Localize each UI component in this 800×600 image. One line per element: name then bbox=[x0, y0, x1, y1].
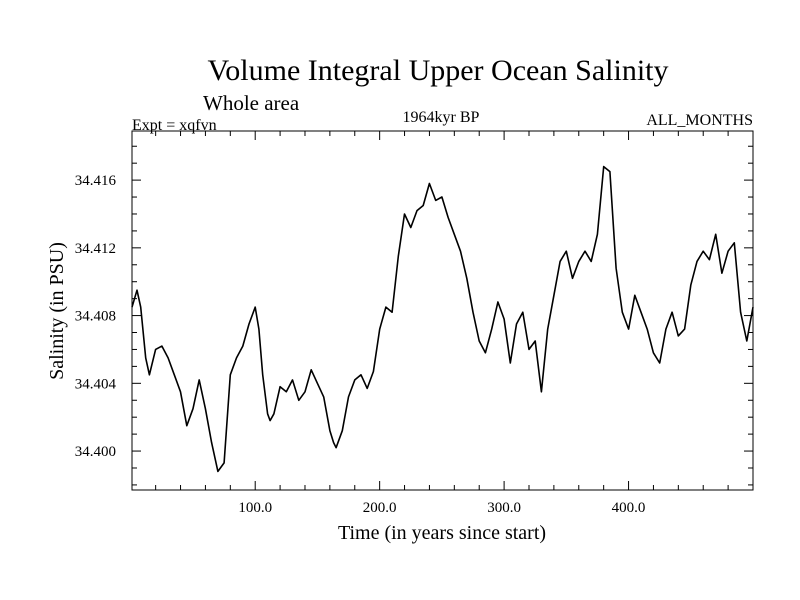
axis-ticks bbox=[132, 131, 753, 490]
x-tick-label: 300.0 bbox=[487, 500, 521, 516]
y-axis-label: Salinity (in PSU) bbox=[46, 242, 68, 380]
chart-title: Volume Integral Upper Ocean Salinity bbox=[208, 54, 669, 87]
experiment-label: Expt = xqfvn bbox=[132, 117, 217, 134]
months-label: ALL_MONTHS bbox=[646, 112, 753, 129]
y-tick-label: 34.412 bbox=[75, 241, 116, 257]
y-tick-label: 34.400 bbox=[75, 444, 116, 460]
plot-area-frame bbox=[131, 130, 754, 491]
chart-subtitle: Whole area bbox=[203, 91, 300, 115]
x-axis-label: Time (in years since start) bbox=[338, 522, 546, 544]
y-tick-label: 34.408 bbox=[75, 309, 116, 325]
axis-tick-labels: 100.0 200.0 300.0 400.0 34.400 34.404 34.408 34… bbox=[75, 173, 646, 516]
y-tick-label: 34.404 bbox=[75, 376, 117, 392]
x-tick-label: 400.0 bbox=[612, 500, 646, 516]
x-tick-label: 200.0 bbox=[363, 500, 397, 516]
salinity-series-line bbox=[131, 165, 754, 473]
x-tick-label: 100.0 bbox=[238, 500, 272, 516]
period-label: 1964kyr BP bbox=[403, 109, 480, 126]
y-tick-label: 34.416 bbox=[75, 173, 117, 189]
